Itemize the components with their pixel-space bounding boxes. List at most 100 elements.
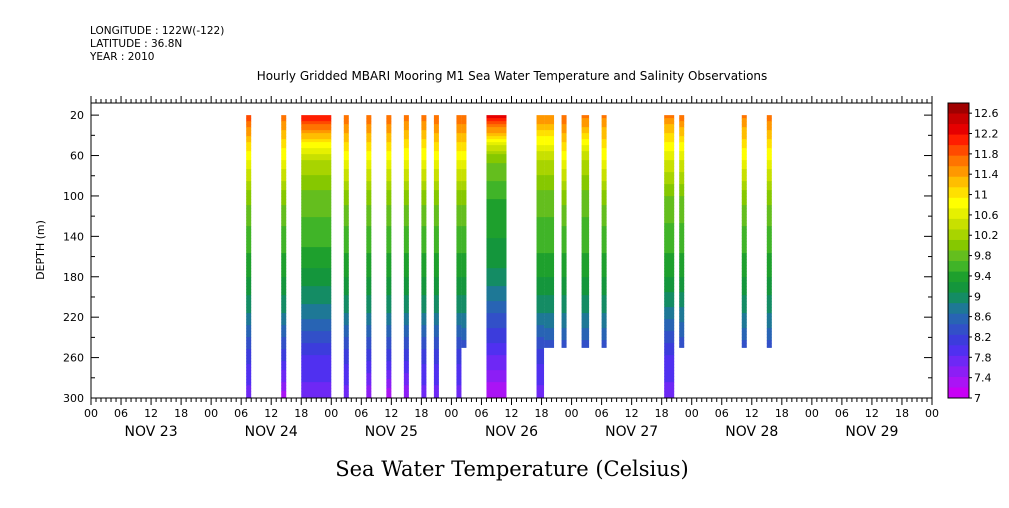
temperature-cell [461,223,467,227]
temperature-cell [601,310,607,314]
temperature-cell [766,121,772,125]
temperature-cell [386,181,392,185]
temperature-cell [581,268,590,272]
temperature-cell [679,175,685,179]
temperature-cell [461,118,467,122]
temperature-cell [486,322,507,326]
temperature-cell [461,139,467,143]
temperature-cell [544,301,555,305]
temperature-cell [664,127,675,131]
temperature-cell [486,163,507,167]
temperature-cell [544,148,555,152]
temperature-cell [486,319,507,323]
temperature-cell [461,205,467,209]
temperature-cell [403,196,409,200]
temperature-cell [486,370,507,374]
temperature-cell [486,289,507,293]
temperature-cell [536,361,545,365]
temperature-cell [741,118,747,122]
temperature-cell [486,151,507,155]
temperature-cell [301,265,332,269]
temperature-cell [301,289,332,293]
temperature-cell [679,130,685,134]
temperature-cell [461,133,467,137]
temperature-cell [386,250,392,254]
temperature-cell [421,121,427,125]
temperature-cell [403,205,409,209]
temperature-cell [433,352,439,356]
temperature-cell [561,280,567,284]
temperature-cell [433,340,439,344]
temperature-cell [741,211,747,215]
temperature-cell [456,394,462,398]
temperature-cell [246,208,252,212]
temperature-cell [403,133,409,137]
colorbar-swatch [948,155,969,167]
temperature-cell [433,154,439,158]
chart-title: Hourly Gridded MBARI Mooring M1 Sea Wate… [257,69,768,83]
temperature-cell [664,154,675,158]
temperature-cell [343,376,349,380]
temperature-cell [421,211,427,215]
temperature-cell [561,298,567,302]
temperature-cell [679,148,685,152]
temperature-cell [421,223,427,227]
temperature-cell [536,301,545,305]
temperature-cell [281,238,287,242]
temperature-cell [421,265,427,269]
temperature-cell [766,328,772,332]
temperature-cell [536,340,545,344]
temperature-cell [343,367,349,371]
temperature-cell [581,244,590,248]
temperature-cell [741,346,747,348]
temperature-cell [281,271,287,275]
temperature-cell [301,274,332,278]
temperature-cell [421,289,427,293]
temperature-cell [433,211,439,215]
temperature-cell [664,325,675,329]
temperature-cell [301,331,332,335]
temperature-cell [544,151,555,155]
temperature-cell [386,343,392,347]
temperature-cell [456,361,462,365]
temperature-cell [246,355,252,359]
temperature-cell [544,208,555,212]
temperature-cell [766,250,772,254]
temperature-cell [766,124,772,128]
temperature-cell [664,238,675,242]
temperature-cell [741,313,747,317]
temperature-cell [246,205,252,209]
temperature-cell [403,172,409,176]
temperature-cell [766,283,772,287]
temperature-cell [486,145,507,149]
temperature-cell [544,202,555,206]
temperature-cell [664,199,675,203]
temperature-cell [433,121,439,125]
temperature-cell [544,139,555,143]
day-label: NOV 23 [125,424,178,440]
temperature-cell [536,358,545,362]
temperature-cell [433,151,439,155]
temperature-cell [664,184,675,188]
temperature-cell [343,259,349,263]
temperature-cell [246,250,252,254]
temperature-cell [386,325,392,329]
temperature-cell [766,277,772,281]
temperature-cell [664,136,675,140]
temperature-cell [366,220,372,224]
temperature-cell [536,304,545,308]
temperature-cell [343,274,349,278]
temperature-cell [386,271,392,275]
temperature-cell [456,271,462,275]
temperature-cell [301,118,332,122]
temperature-cell [581,223,590,227]
temperature-cell [536,127,545,131]
temperature-cell [433,208,439,212]
temperature-cell [486,187,507,191]
temperature-cell [581,337,590,341]
temperature-cell [343,373,349,377]
temperature-cell [301,136,332,140]
temperature-cell [561,145,567,149]
temperature-cell [741,316,747,320]
temperature-cell [246,310,252,314]
